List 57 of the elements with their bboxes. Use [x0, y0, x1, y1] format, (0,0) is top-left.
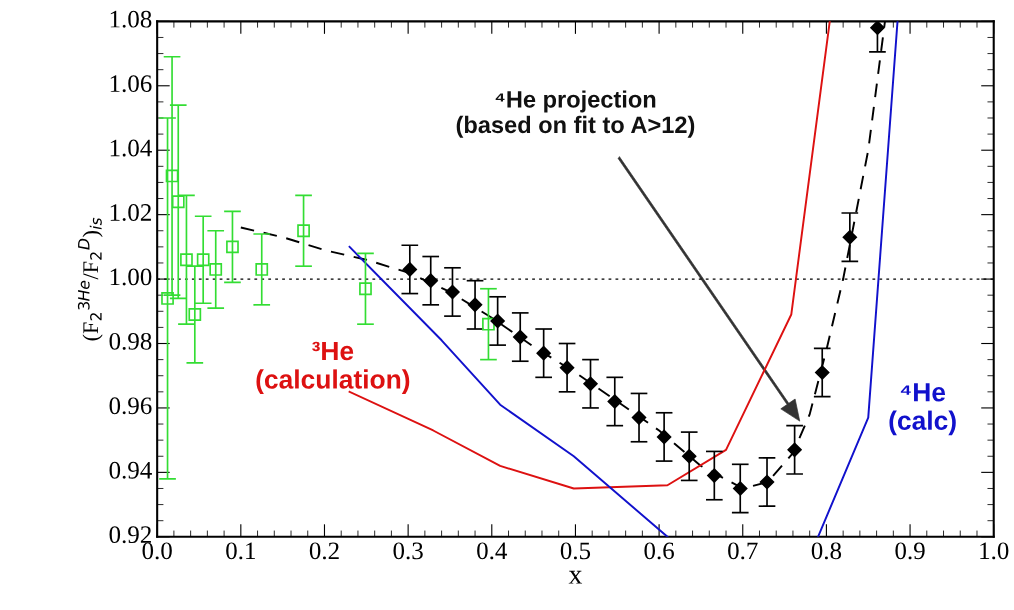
point: [359, 282, 372, 296]
x-axis-title: x: [568, 570, 583, 584]
point: [196, 253, 210, 267]
x-tick-label: 0.1: [226, 542, 255, 560]
point: [787, 442, 802, 458]
point: [161, 292, 174, 305]
x-tick-label: 0.4: [477, 542, 508, 560]
x-tick-label: 0.3: [393, 542, 423, 560]
point: [445, 284, 460, 300]
x-tick-label: 0.8: [811, 542, 842, 560]
point: [402, 262, 418, 277]
point: [536, 345, 551, 361]
series-label: ³He (calculation): [256, 341, 410, 394]
point: [490, 313, 505, 329]
point: [607, 394, 622, 409]
point: [171, 195, 185, 209]
annotation: ⁴He projection (based on fit to A>12): [456, 90, 695, 138]
y-tick-label: 1.04: [110, 139, 152, 157]
point: [255, 263, 269, 276]
x-tick-label: 0.9: [895, 542, 925, 560]
point: [513, 329, 528, 345]
point: [559, 360, 575, 375]
point: [180, 253, 193, 267]
y-tick-label: 1.06: [110, 75, 152, 93]
point: [188, 308, 202, 321]
point: [423, 273, 438, 288]
point: [165, 169, 179, 183]
x-tick-label: 0.5: [560, 542, 591, 560]
x-tick-label: 0.2: [309, 542, 339, 560]
point: [681, 449, 697, 464]
point: [870, 21, 885, 36]
y-tick-label: 0.98: [109, 332, 152, 350]
x-tick-label: 1.0: [980, 542, 1009, 560]
point: [631, 410, 647, 425]
point: [583, 376, 598, 391]
y-axis-title: (F$_{2}$$^{3He}$/F$_{2}$$^{D}$)$_{is}$: [77, 217, 103, 341]
point: [209, 263, 223, 276]
point: [297, 224, 310, 238]
point: [707, 468, 722, 483]
x-tick-label: 0.7: [728, 542, 758, 560]
series-label: ⁴He (calc): [889, 383, 956, 436]
point: [467, 297, 483, 313]
y-tick-label: 0.94: [109, 461, 152, 479]
point: [759, 474, 775, 490]
point: [733, 481, 748, 496]
point: [226, 240, 239, 254]
x-tick-label: 0.0: [142, 542, 172, 560]
y-tick-label: 1.00: [110, 268, 152, 286]
y-tick-label: 0.92: [109, 526, 151, 544]
point: [842, 229, 858, 245]
y-tick-label: 1.02: [110, 204, 151, 222]
point: [815, 365, 830, 380]
point: [656, 429, 672, 445]
x-tick-label: 0.6: [644, 542, 674, 560]
point: [482, 317, 495, 331]
y-tick-label: 1.08: [110, 10, 152, 28]
y-tick-label: 0.96: [109, 397, 152, 415]
